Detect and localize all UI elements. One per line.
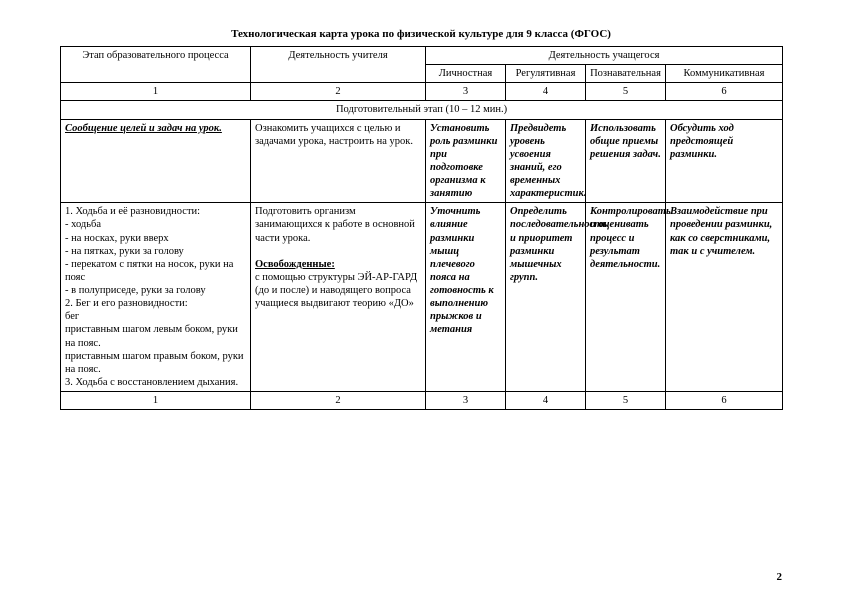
hdr-communicative: Коммуникативная [666, 65, 783, 83]
bnum-2: 2 [251, 392, 426, 410]
header-row-1: Этап образовательного процесса Деятельно… [61, 47, 783, 65]
cell-b2: Подготовить организм занимающихся к рабо… [251, 203, 426, 392]
num-1: 1 [61, 83, 251, 101]
hdr-student-group: Деятельность учащегося [426, 47, 783, 65]
cell-a3: Установить роль разминки при подготовке … [426, 119, 506, 203]
number-row-top: 1 2 3 4 5 6 [61, 83, 783, 101]
bnum-1: 1 [61, 392, 251, 410]
hdr-stage: Этап образовательного процесса [61, 47, 251, 83]
cell-b2-label: Освобожденные: [255, 259, 335, 270]
cell-a6: Обсудить ход предстоящей разминки. [666, 119, 783, 203]
cell-b4: Определить последовательность и приорите… [506, 203, 586, 392]
cell-a1-text: Сообщение целей и задач на урок. [65, 123, 222, 134]
hdr-regulative: Регулятивная [506, 65, 586, 83]
cell-a4: Предвидеть уровень усвоения знаний, его … [506, 119, 586, 203]
row-goals: Сообщение целей и задач на урок. Ознаком… [61, 119, 783, 203]
num-4: 4 [506, 83, 586, 101]
cell-b3: Уточнить влияние разминки мышц плечевого… [426, 203, 506, 392]
cell-b2-post: с помощью структуры ЭЙ-АР-ГАРД (до и пос… [255, 272, 417, 309]
row-warmup: 1. Ходьба и её разновидности:- ходьба- н… [61, 203, 783, 392]
hdr-personal: Личностная [426, 65, 506, 83]
num-6: 6 [666, 83, 783, 101]
cell-b2-pre: Подготовить организм занимающихся к рабо… [255, 206, 415, 243]
bnum-3: 3 [426, 392, 506, 410]
cell-b5: Контролировать и оценивать процесс и рез… [586, 203, 666, 392]
cell-a1: Сообщение целей и задач на урок. [61, 119, 251, 203]
number-row-bottom: 1 2 3 4 5 6 [61, 392, 783, 410]
cell-a2: Ознакомить учащихся с целью и задачами у… [251, 119, 426, 203]
page-title: Технологическая карта урока по физическо… [60, 28, 782, 40]
hdr-cognitive: Познавательная [586, 65, 666, 83]
cell-b1: 1. Ходьба и её разновидности:- ходьба- н… [61, 203, 251, 392]
lesson-table: Этап образовательного процесса Деятельно… [60, 46, 783, 410]
section-title: Подготовительный этап (10 – 12 мин.) [61, 101, 783, 119]
bnum-6: 6 [666, 392, 783, 410]
num-5: 5 [586, 83, 666, 101]
cell-b6: Взаимодействие при проведении разминки, … [666, 203, 783, 392]
bnum-5: 5 [586, 392, 666, 410]
num-2: 2 [251, 83, 426, 101]
num-3: 3 [426, 83, 506, 101]
section-row: Подготовительный этап (10 – 12 мин.) [61, 101, 783, 119]
cell-a5: Использовать общие приемы решения задач. [586, 119, 666, 203]
page-number: 2 [777, 571, 783, 583]
page: Технологическая карта урока по физическо… [0, 0, 842, 595]
hdr-teacher: Деятельность учителя [251, 47, 426, 83]
bnum-4: 4 [506, 392, 586, 410]
